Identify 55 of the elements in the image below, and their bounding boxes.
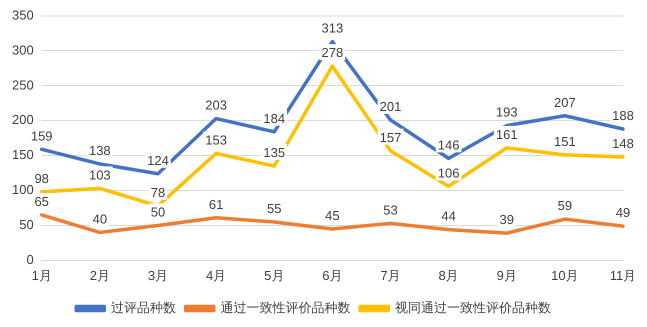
x-tick-label: 3月 bbox=[148, 268, 168, 283]
data-label: 55 bbox=[266, 201, 282, 216]
y-tick-label: 50 bbox=[19, 217, 34, 232]
data-label: 148 bbox=[612, 136, 634, 152]
data-label: 61 bbox=[208, 196, 224, 212]
y-tick-label: 350 bbox=[12, 7, 34, 22]
data-label: 40 bbox=[92, 212, 108, 227]
data-label: 53 bbox=[383, 202, 398, 218]
data-label: 98 bbox=[34, 170, 49, 186]
data-label: 157 bbox=[380, 130, 402, 145]
x-tick-label: 11月 bbox=[610, 268, 636, 283]
data-label: 188 bbox=[612, 108, 634, 124]
x-tick-label: 1月 bbox=[32, 268, 52, 283]
data-label: 193 bbox=[496, 104, 518, 120]
legend-label: 视同通过一致性评价品种数 bbox=[394, 300, 551, 316]
y-tick-label: 0 bbox=[26, 252, 34, 267]
y-tick-label: 100 bbox=[12, 182, 34, 198]
data-label: 135 bbox=[263, 145, 286, 160]
x-tick-label: 10月 bbox=[551, 268, 579, 283]
y-tick-label: 300 bbox=[12, 42, 34, 58]
data-label: 278 bbox=[321, 45, 344, 60]
data-label: 39 bbox=[500, 212, 514, 228]
data-label: 106 bbox=[438, 165, 460, 180]
data-label: 49 bbox=[616, 205, 630, 220]
x-tick-label: 6月 bbox=[322, 268, 342, 283]
x-tick-label: 7月 bbox=[380, 268, 401, 283]
data-label: 151 bbox=[554, 134, 576, 149]
data-label: 161 bbox=[496, 126, 518, 142]
legend-label: 通过一致性评价品种数 bbox=[220, 300, 350, 316]
data-label: 201 bbox=[380, 99, 402, 114]
data-label: 78 bbox=[150, 184, 166, 200]
y-tick-label: 150 bbox=[12, 147, 34, 162]
data-label: 45 bbox=[325, 208, 340, 224]
data-label: 59 bbox=[558, 198, 572, 214]
x-tick-label: 9月 bbox=[496, 268, 517, 283]
x-tick-label: 4月 bbox=[206, 268, 226, 283]
data-label: 50 bbox=[150, 204, 166, 220]
x-tick-label: 2月 bbox=[90, 268, 110, 283]
data-label: 159 bbox=[30, 128, 53, 144]
x-tick-label: 8月 bbox=[438, 268, 459, 283]
data-label: 313 bbox=[321, 20, 344, 36]
y-tick-label: 200 bbox=[12, 112, 34, 128]
data-label: 138 bbox=[88, 143, 111, 158]
data-label: 44 bbox=[441, 208, 456, 224]
data-label: 184 bbox=[263, 110, 286, 126]
data-label: 153 bbox=[205, 132, 227, 148]
data-label: 65 bbox=[34, 194, 49, 210]
data-label: 103 bbox=[88, 167, 111, 182]
data-label: 146 bbox=[438, 137, 460, 152]
data-label: 124 bbox=[147, 152, 169, 168]
x-tick-label: 5月 bbox=[264, 268, 284, 283]
data-label: 203 bbox=[205, 98, 227, 113]
legend-label: 过评品种数 bbox=[110, 300, 176, 316]
y-tick-label: 250 bbox=[12, 77, 34, 92]
data-label: 207 bbox=[554, 94, 576, 110]
